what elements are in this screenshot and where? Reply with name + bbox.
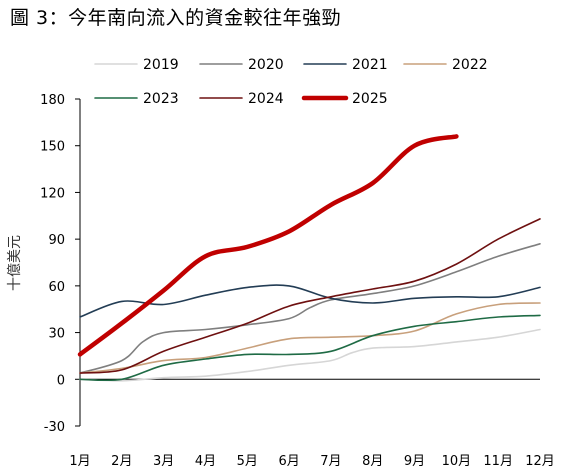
legend-label-2019: 2019 (143, 57, 179, 73)
y-axis-title: 十億美元 (7, 235, 23, 291)
y-tick-label: 60 (48, 280, 65, 295)
series-line-2021 (79, 284, 541, 318)
x-tick-label: 10月 (442, 454, 472, 469)
y-tick-label: 30 (48, 327, 65, 342)
y-tick-label: 150 (40, 140, 65, 155)
x-tick-label: 9月 (404, 454, 425, 469)
y-tick-label: 120 (40, 186, 65, 201)
legend-label-2020: 2020 (248, 57, 284, 73)
y-tick-label: 0 (57, 373, 65, 388)
series-line-2022 (79, 302, 541, 374)
x-tick-label: 7月 (320, 454, 341, 469)
series-line-2020 (79, 243, 541, 374)
legend-label-2021: 2021 (352, 57, 388, 73)
x-tick-label: 3月 (153, 454, 174, 469)
legend-label-2025: 2025 (352, 91, 388, 107)
x-tick-label: 5月 (237, 454, 258, 469)
series-line-2019 (79, 328, 541, 382)
x-tick-label: 12月 (525, 454, 555, 469)
x-tick-label: 8月 (362, 454, 383, 469)
y-tick-label: 90 (48, 233, 65, 248)
series-line-2024 (79, 218, 541, 374)
x-tick-label: 1月 (69, 454, 90, 469)
y-tick-label: -30 (44, 420, 65, 435)
y-tick-label: 180 (40, 93, 65, 108)
series-line-2025 (77, 134, 459, 357)
legend-label-2022: 2022 (452, 57, 488, 73)
x-tick-label: 4月 (195, 454, 216, 469)
chart-title: 圖 3：今年南向流入的資金較往年強勁 (10, 7, 342, 29)
x-tick-label: 11月 (483, 454, 513, 469)
x-tick-label: 2月 (111, 454, 132, 469)
legend-label-2023: 2023 (143, 91, 179, 107)
legend-label-2024: 2024 (248, 91, 284, 107)
series-line-2023 (79, 314, 541, 382)
x-tick-label: 6月 (278, 454, 299, 469)
